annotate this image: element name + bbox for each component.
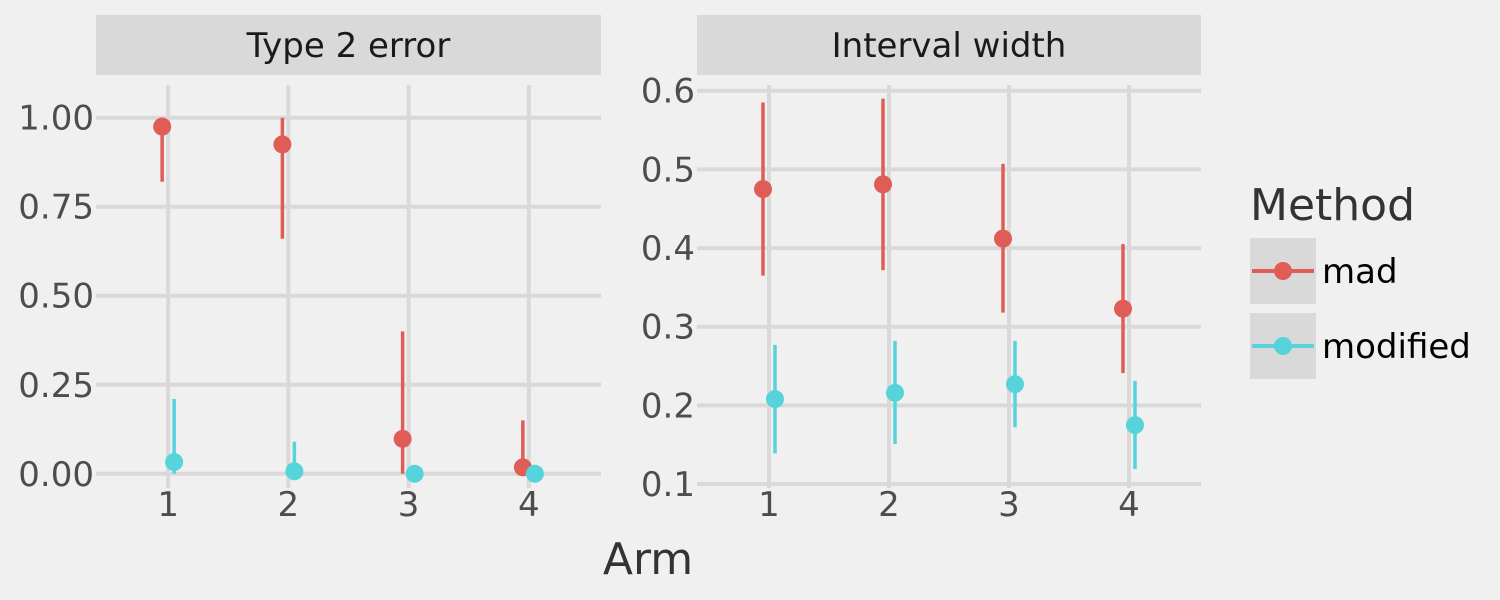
- y-tick-label: 0.50: [18, 277, 94, 317]
- x-tick-label: 2: [878, 485, 900, 525]
- data-point: [766, 390, 784, 409]
- series-mad: [754, 98, 1132, 374]
- y-tick-label: 0.3: [641, 308, 695, 348]
- data-point: [273, 135, 292, 154]
- facet-panel: Type 2 error 0.00 0.25 0.50 0.75 1.00 1 2 3 4: [18, 15, 601, 525]
- y-tick-label: 0.1: [641, 465, 695, 505]
- data-point: [285, 462, 304, 481]
- y-tick-label: 0.2: [641, 386, 695, 426]
- y-tick-label: 0.4: [641, 229, 695, 269]
- x-tick-label: 3: [998, 485, 1020, 525]
- x-tick-label: 1: [758, 485, 780, 525]
- facet-panel: Interval width 0.1 0.2 0.3 0.4 0.5 0.6 1 2 3 4: [641, 15, 1201, 525]
- legend-label: mad: [1322, 252, 1398, 292]
- x-tick-label: 1: [157, 485, 179, 525]
- data-point: [1006, 375, 1024, 394]
- legend-key-point: [1274, 262, 1292, 280]
- facet-strip: [96, 15, 601, 75]
- data-point: [994, 229, 1012, 248]
- x-tick-label: 4: [518, 485, 540, 525]
- series-mad: [153, 117, 532, 477]
- x-tick-label: 3: [398, 485, 420, 525]
- data-point: [1126, 416, 1144, 435]
- y-tick-label: 0.00: [18, 455, 94, 495]
- series-modified: [165, 398, 544, 483]
- legend: Method mad modified: [1250, 180, 1471, 379]
- legend-title: Method: [1250, 180, 1415, 231]
- y-tick-label: 0.5: [641, 150, 695, 190]
- legend-label: modified: [1322, 327, 1471, 367]
- facet-strip-label: Interval width: [832, 26, 1067, 66]
- data-point: [153, 117, 172, 136]
- data-point: [874, 175, 892, 194]
- data-point: [754, 180, 772, 199]
- y-tick-label: 0.6: [641, 72, 695, 112]
- x-tick-label: 4: [1118, 485, 1140, 525]
- y-tick-label: 0.25: [18, 366, 94, 406]
- data-point: [165, 453, 184, 472]
- data-point: [405, 464, 424, 483]
- x-axis-title: Arm: [603, 534, 693, 585]
- data-point: [393, 429, 412, 448]
- legend-key-point: [1274, 337, 1292, 355]
- data-point: [886, 383, 904, 402]
- legend-item-mad: mad: [1250, 238, 1398, 304]
- facet-strip: [697, 15, 1201, 75]
- data-point: [525, 464, 544, 483]
- facet-strip-label: Type 2 error: [246, 26, 451, 66]
- y-tick-label: 0.75: [18, 188, 94, 228]
- data-point: [1114, 299, 1132, 318]
- legend-item-modified: modified: [1250, 313, 1471, 379]
- x-tick-label: 2: [278, 485, 300, 525]
- y-tick-label: 1.00: [18, 99, 94, 139]
- series-modified: [766, 340, 1144, 470]
